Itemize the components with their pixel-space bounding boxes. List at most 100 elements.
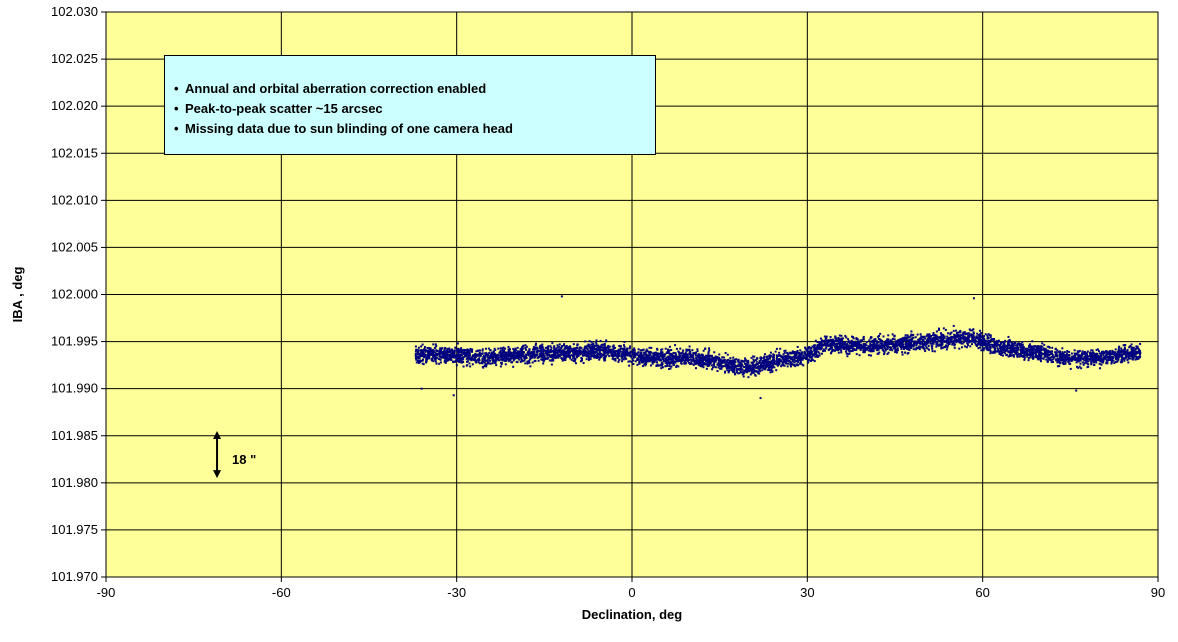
- data-point: [488, 351, 491, 354]
- data-point: [876, 344, 879, 347]
- data-point: [933, 333, 936, 336]
- data-point: [1070, 358, 1073, 361]
- data-point: [824, 342, 827, 345]
- data-point: [875, 340, 878, 343]
- data-point: [989, 336, 992, 339]
- data-point: [901, 343, 904, 346]
- data-point: [751, 363, 754, 366]
- data-point: [997, 343, 1000, 346]
- data-point: [941, 339, 944, 342]
- data-point: [497, 356, 500, 359]
- data-point: [443, 359, 446, 362]
- data-point: [556, 351, 559, 354]
- data-point: [924, 341, 927, 344]
- data-point: [1046, 351, 1049, 354]
- data-point: [779, 347, 782, 350]
- data-point: [819, 337, 822, 340]
- data-point: [1064, 358, 1067, 361]
- data-point: [1120, 347, 1123, 350]
- data-point: [599, 352, 602, 355]
- data-point: [1050, 361, 1053, 364]
- data-point: [877, 341, 880, 344]
- data-point: [907, 346, 910, 349]
- data-point: [708, 347, 711, 350]
- data-point: [971, 339, 974, 342]
- data-point: [911, 337, 914, 340]
- data-point: [648, 354, 651, 357]
- data-point: [830, 351, 833, 354]
- data-point: [752, 366, 755, 369]
- data-point: [773, 354, 776, 357]
- data-point: [826, 343, 829, 346]
- data-point: [552, 359, 555, 362]
- data-point: [537, 359, 540, 362]
- data-point: [810, 347, 813, 350]
- data-point: [1098, 356, 1101, 359]
- data-point: [1064, 361, 1067, 364]
- data-point: [693, 352, 696, 355]
- data-point: [449, 351, 452, 354]
- data-point: [456, 355, 459, 358]
- data-point: [738, 372, 741, 375]
- data-point: [612, 350, 615, 353]
- data-point: [852, 336, 855, 339]
- data-point: [700, 357, 703, 360]
- data-point: [558, 345, 561, 348]
- data-point: [543, 355, 546, 358]
- data-point: [908, 345, 911, 348]
- data-point: [871, 339, 874, 342]
- data-point: [695, 358, 698, 361]
- data-point: [538, 346, 541, 349]
- data-point: [1036, 350, 1039, 353]
- data-point: [648, 360, 651, 363]
- data-point: [915, 344, 918, 347]
- data-point: [869, 340, 872, 343]
- data-point: [592, 351, 595, 354]
- data-point: [644, 360, 647, 363]
- data-point: [770, 365, 773, 368]
- data-point: [974, 338, 977, 341]
- data-point: [466, 350, 469, 353]
- data-point: [617, 360, 620, 363]
- data-point: [521, 347, 524, 350]
- data-point: [897, 339, 900, 342]
- data-point: [986, 340, 989, 343]
- data-point: [519, 348, 522, 351]
- data-point: [1023, 355, 1026, 358]
- data-point: [732, 361, 735, 364]
- data-point: [698, 362, 701, 365]
- data-point: [808, 351, 811, 354]
- data-point: [625, 353, 628, 356]
- data-point: [592, 354, 595, 357]
- data-point: [955, 341, 958, 344]
- data-point: [824, 338, 827, 341]
- data-point: [626, 347, 629, 350]
- data-point: [679, 347, 682, 350]
- data-point: [783, 364, 786, 367]
- data-point: [610, 354, 613, 357]
- data-point: [640, 356, 643, 359]
- data-point: [1121, 350, 1124, 353]
- data-point: [619, 347, 622, 350]
- data-point: [986, 348, 989, 351]
- data-point: [1022, 354, 1025, 357]
- data-point: [501, 358, 504, 361]
- data-point: [524, 344, 527, 347]
- data-point: [587, 345, 590, 348]
- data-point: [873, 343, 876, 346]
- data-point: [566, 349, 569, 352]
- data-point: [428, 348, 431, 351]
- data-point: [502, 357, 505, 360]
- data-point: [1082, 352, 1085, 355]
- data-point: [989, 352, 992, 355]
- data-point: [668, 368, 671, 371]
- data-point: [835, 343, 838, 346]
- data-point: [1020, 351, 1023, 354]
- data-point: [807, 352, 810, 355]
- data-point: [478, 355, 481, 358]
- data-point: [591, 346, 594, 349]
- data-point: [997, 348, 1000, 351]
- data-point: [791, 363, 794, 366]
- data-point: [813, 353, 816, 356]
- data-point: [689, 353, 692, 356]
